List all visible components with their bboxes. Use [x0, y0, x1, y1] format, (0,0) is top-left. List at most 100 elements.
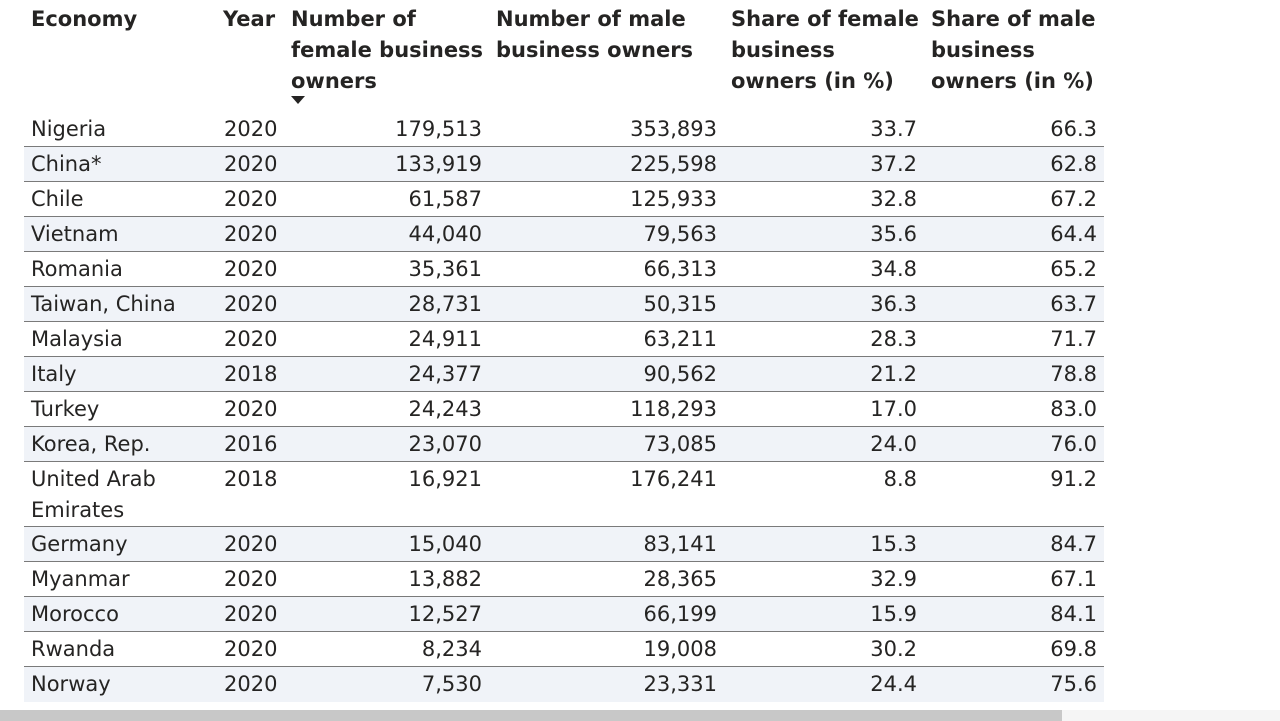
cell-year: 2020 [224, 602, 278, 626]
table-row[interactable]: Romania 2020 35,361 66,313 34.8 65.2 [24, 252, 1104, 287]
table-row[interactable]: Norway 2020 7,530 23,331 24.4 75.6 [24, 667, 1104, 702]
cell-female-count: 24,243 [408, 397, 482, 421]
cell-female-share: 30.2 [870, 637, 917, 661]
table-row[interactable]: Morocco 2020 12,527 66,199 15.9 84.1 [24, 597, 1104, 632]
table-row[interactable]: Italy 2018 24,377 90,562 21.2 78.8 [24, 357, 1104, 392]
cell-female-count: 16,921 [408, 467, 482, 491]
cell-male-count: 225,598 [630, 152, 717, 176]
table-row[interactable]: Taiwan, China 2020 28,731 50,315 36.3 63.7 [24, 287, 1104, 322]
cell-female-share: 15.9 [870, 602, 917, 626]
cell-female-share: 32.9 [870, 567, 917, 591]
cell-female-count: 61,587 [408, 187, 482, 211]
table-body: Nigeria 2020 179,513 353,893 33.7 66.3 China* 2… [24, 112, 1104, 702]
cell-year: 2016 [224, 432, 278, 456]
cell-male-count: 19,008 [643, 637, 717, 661]
cell-female-share: 15.3 [870, 532, 917, 556]
cell-female-share: 32.8 [870, 187, 917, 211]
cell-female-count: 24,911 [408, 327, 482, 351]
table-row[interactable]: Rwanda 2020 8,234 19,008 30.2 69.8 [24, 632, 1104, 667]
cell-economy: Korea, Rep. [31, 432, 151, 456]
cell-male-share: 76.0 [1050, 432, 1097, 456]
cell-male-share: 75.6 [1050, 672, 1097, 696]
cell-economy: Nigeria [31, 117, 107, 141]
cell-economy: United Arab Emirates [31, 467, 156, 522]
header-economy-label: Economy [31, 7, 138, 31]
cell-year: 2020 [224, 327, 278, 351]
table-row[interactable]: Turkey 2020 24,243 118,293 17.0 83.0 [24, 392, 1104, 427]
header-male-count-line: Number of male [496, 7, 686, 31]
cell-economy: China* [31, 152, 102, 176]
header-female-share-line: Share of female [731, 7, 919, 31]
header-female-share-line: owners (in %) [731, 69, 894, 93]
cell-male-share: 63.7 [1050, 292, 1097, 316]
header-male-count[interactable]: Number of male business owners [496, 4, 693, 66]
header-female-share[interactable]: Share of female business owners (in %) [731, 4, 919, 97]
cell-male-share: 78.8 [1050, 362, 1097, 386]
cell-male-share: 84.7 [1050, 532, 1097, 556]
table-row[interactable]: Nigeria 2020 179,513 353,893 33.7 66.3 [24, 112, 1104, 147]
cell-economy: Vietnam [31, 222, 119, 246]
horizontal-scrollbar-thumb[interactable] [0, 710, 1062, 721]
cell-female-count: 35,361 [408, 257, 482, 281]
cell-female-share: 33.7 [870, 117, 917, 141]
cell-female-share: 24.0 [870, 432, 917, 456]
cell-year: 2018 [224, 467, 278, 491]
table-row[interactable]: United Arab Emirates 2018 16,921 176,241 8.8… [24, 462, 1104, 527]
cell-year: 2020 [224, 117, 278, 141]
table-row[interactable]: Chile 2020 61,587 125,933 32.8 67.2 [24, 182, 1104, 217]
cell-economy: Taiwan, China [31, 292, 176, 316]
cell-male-count: 28,365 [643, 567, 717, 591]
cell-year: 2020 [224, 257, 278, 281]
cell-male-share: 66.3 [1050, 117, 1097, 141]
table-row[interactable]: Vietnam 2020 44,040 79,563 35.6 64.4 [24, 217, 1104, 252]
header-female-count[interactable]: Number of female business owners [291, 4, 483, 97]
cell-economy: Norway [31, 672, 111, 696]
header-economy[interactable]: Economy [31, 4, 137, 35]
cell-year: 2020 [224, 672, 278, 696]
table-row[interactable]: Germany 2020 15,040 83,141 15.3 84.7 [24, 527, 1104, 562]
cell-male-share: 71.7 [1050, 327, 1097, 351]
cell-female-count: 24,377 [408, 362, 482, 386]
cell-female-share: 28.3 [870, 327, 917, 351]
cell-male-share: 67.2 [1050, 187, 1097, 211]
cell-male-count: 118,293 [630, 397, 717, 421]
cell-year: 2020 [224, 532, 278, 556]
cell-year: 2020 [224, 292, 278, 316]
sort-descending-icon[interactable] [291, 96, 305, 104]
cell-male-share: 62.8 [1050, 152, 1097, 176]
cell-female-count: 7,530 [421, 672, 482, 696]
header-male-share[interactable]: Share of male business owners (in %) [931, 4, 1096, 97]
cell-female-count: 44,040 [408, 222, 482, 246]
cell-economy: Turkey [31, 397, 100, 421]
cell-male-count: 63,211 [643, 327, 717, 351]
header-year[interactable]: Year [223, 4, 275, 35]
cell-female-count: 133,919 [395, 152, 482, 176]
cell-male-share: 64.4 [1050, 222, 1097, 246]
table-row[interactable]: China* 2020 133,919 225,598 37.2 62.8 [24, 147, 1104, 182]
cell-female-count: 12,527 [408, 602, 482, 626]
cell-economy: Romania [31, 257, 123, 281]
table-row[interactable]: Myanmar 2020 13,882 28,365 32.9 67.1 [24, 562, 1104, 597]
cell-year: 2020 [224, 637, 278, 661]
table-row[interactable]: Malaysia 2020 24,911 63,211 28.3 71.7 [24, 322, 1104, 357]
table-row[interactable]: Korea, Rep. 2016 23,070 73,085 24.0 76.0 [24, 427, 1104, 462]
cell-year: 2020 [224, 152, 278, 176]
header-female-count-line: owners [291, 69, 377, 93]
cell-economy: Myanmar [31, 567, 130, 591]
cell-male-count: 176,241 [630, 467, 717, 491]
cell-female-share: 37.2 [870, 152, 917, 176]
cell-male-count: 66,199 [643, 602, 717, 626]
cell-economy: Morocco [31, 602, 119, 626]
cell-economy: Rwanda [31, 637, 116, 661]
cell-female-share: 8.8 [883, 467, 917, 491]
cell-female-share: 21.2 [870, 362, 917, 386]
cell-male-count: 73,085 [643, 432, 717, 456]
header-female-count-line: Number of [291, 7, 416, 31]
cell-female-count: 23,070 [408, 432, 482, 456]
cell-male-count: 66,313 [643, 257, 717, 281]
cell-male-share: 69.8 [1050, 637, 1097, 661]
cell-female-share: 17.0 [870, 397, 917, 421]
cell-female-share: 24.4 [870, 672, 917, 696]
cell-female-count: 8,234 [421, 637, 482, 661]
header-male-count-line: business owners [496, 38, 694, 62]
